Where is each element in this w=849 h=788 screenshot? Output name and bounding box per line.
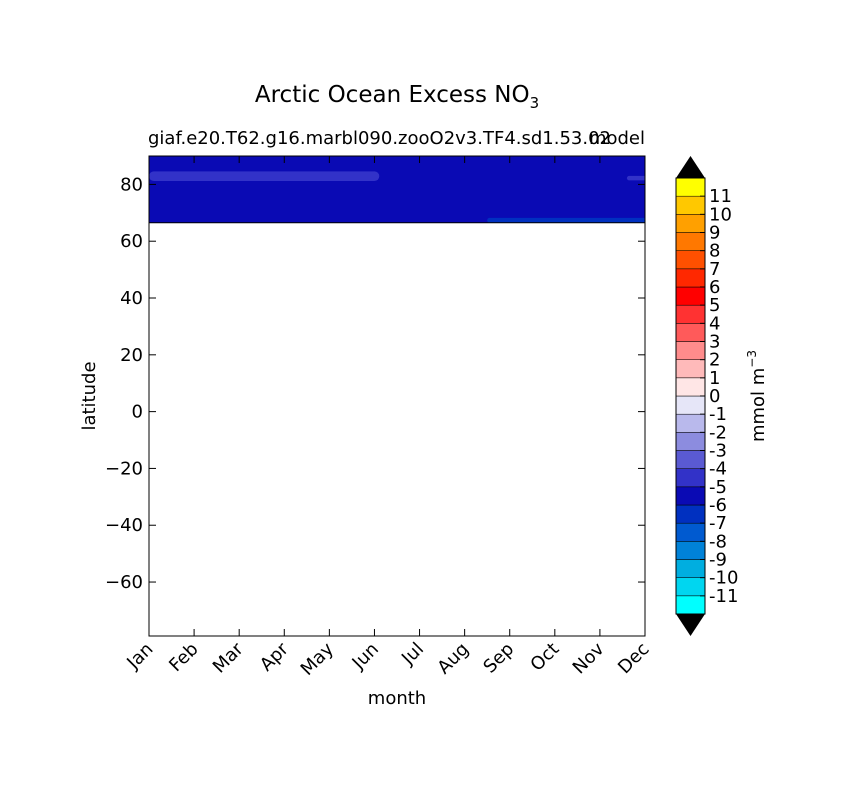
y-tick-label: 0 — [132, 402, 143, 423]
y-tick-label: 80 — [120, 174, 143, 195]
colorbar-segment — [675, 214, 706, 233]
x-tick-label-dec: Dec — [614, 639, 653, 678]
field-contour-dec-band — [626, 175, 648, 181]
colorbar-segment — [675, 432, 706, 451]
colorbar-segment — [675, 341, 706, 360]
chart-subtitle-right: model — [589, 128, 645, 149]
colorbar-tick-label: 9 — [709, 223, 720, 244]
x-tick-label-aug: Aug — [433, 639, 473, 679]
colorbar-tick-label: -9 — [709, 550, 727, 571]
plot-background — [149, 156, 645, 636]
x-tick-label-jan: Jan — [122, 639, 157, 674]
colorbar-tick-label: -5 — [709, 477, 727, 498]
field-background — [149, 156, 645, 223]
field-contour-sep-dec-band — [487, 217, 648, 223]
colorbar-segment — [675, 395, 706, 415]
colorbar-tick-label: -4 — [709, 459, 727, 480]
x-tick-label-apr: Apr — [256, 638, 293, 675]
colorbar-extend-min — [676, 614, 705, 636]
colorbar-tick-label: 5 — [709, 295, 720, 316]
colorbar-tick-label: 7 — [709, 259, 720, 280]
y-tick-label: −60 — [105, 572, 143, 593]
colorbar-segment — [675, 304, 706, 324]
x-axis-label: month — [368, 688, 426, 709]
x-tick-label-jun: Jun — [348, 639, 383, 674]
colorbar-tick-label: 6 — [709, 277, 720, 298]
x-tick-label-feb: Feb — [165, 639, 202, 676]
colorbar-segment — [675, 577, 706, 597]
y-axis-label: latitude — [79, 361, 100, 430]
colorbar-segment — [675, 450, 706, 469]
colorbar-label: mmol m−3 — [745, 350, 769, 442]
plot-area: Jan Feb Mar Apr May Jun Jul Aug Sep Oct Nov Dec 80 6… — [105, 155, 675, 680]
colorbar-tick-label: 1 — [709, 368, 720, 389]
colorbar-tick-label: 11 — [709, 186, 732, 207]
colorbar-tick-label: 8 — [709, 241, 720, 262]
y-tick-label: −40 — [105, 515, 143, 536]
colorbar-tick-label: -10 — [709, 568, 738, 589]
colorbar-segment — [675, 504, 706, 524]
colorbar-tick-label: -2 — [709, 422, 727, 443]
colorbar-tick-label: 2 — [709, 350, 720, 371]
colorbar-segment — [675, 468, 706, 488]
field-right-mask — [645, 156, 675, 224]
chart-title-main: Arctic Ocean Excess NO — [255, 82, 530, 108]
x-tick-label-mar: Mar — [209, 638, 248, 677]
colorbar-segment — [675, 286, 706, 306]
colorbar-segment — [675, 359, 706, 379]
colorbar-tick-label: 0 — [709, 386, 720, 407]
colorbar-segment — [675, 323, 706, 342]
colorbar-segment — [675, 377, 706, 397]
colorbar-tick-label: -6 — [709, 495, 727, 516]
x-tick-label-nov: Nov — [569, 638, 609, 678]
colorbar-tick-label: -1 — [709, 404, 727, 425]
colorbar-extend-max — [676, 156, 705, 178]
colorbar-segment — [675, 559, 706, 578]
colorbar-label-superscript: −3 — [745, 350, 759, 368]
colorbar-segment — [675, 232, 706, 251]
y-tick-label: 60 — [120, 231, 143, 252]
colorbar-tick-label: -8 — [709, 531, 727, 552]
chart-title: Arctic Ocean Excess NO3 — [255, 82, 539, 112]
x-tick-label-may: May — [297, 638, 338, 679]
chart-title-subscript: 3 — [530, 94, 540, 112]
field-contour-high-lat-band — [149, 171, 380, 181]
colorbar — [675, 156, 706, 636]
colorbar-tick-label: 4 — [709, 313, 720, 334]
colorbar-segment — [675, 541, 706, 560]
colorbar-segment — [675, 413, 706, 433]
data-field — [149, 156, 675, 224]
x-tick-label-sep: Sep — [479, 639, 518, 678]
y-tick-label: 20 — [120, 345, 143, 366]
colorbar-segment — [675, 595, 706, 615]
y-tick-label: 40 — [120, 288, 143, 309]
colorbar-tick-label: -11 — [709, 586, 738, 607]
colorbar-tick-label: -3 — [709, 441, 727, 462]
colorbar-segment — [675, 177, 706, 197]
colorbar-segment — [675, 268, 706, 288]
colorbar-tick-label: 3 — [709, 332, 720, 353]
plot-frame — [148, 155, 646, 637]
chart-subtitle-left: giaf.e20.T62.g16.marbl090.zooO2v3.TF4.sd… — [148, 128, 611, 149]
colorbar-tick-label: 10 — [709, 204, 732, 225]
y-ticks: 80 60 40 20 0 −20 −40 −60 — [105, 174, 645, 593]
colorbar-tick-label: -7 — [709, 513, 727, 534]
x-tick-label-jul: Jul — [397, 639, 428, 670]
colorbar-segment — [675, 486, 706, 506]
colorbar-segment — [675, 522, 706, 542]
y-tick-label: −20 — [105, 458, 143, 479]
colorbar-segment — [675, 195, 706, 215]
colorbar-label-main: mmol m — [748, 368, 769, 442]
x-tick-label-oct: Oct — [526, 639, 563, 676]
colorbar-segment — [675, 250, 706, 270]
